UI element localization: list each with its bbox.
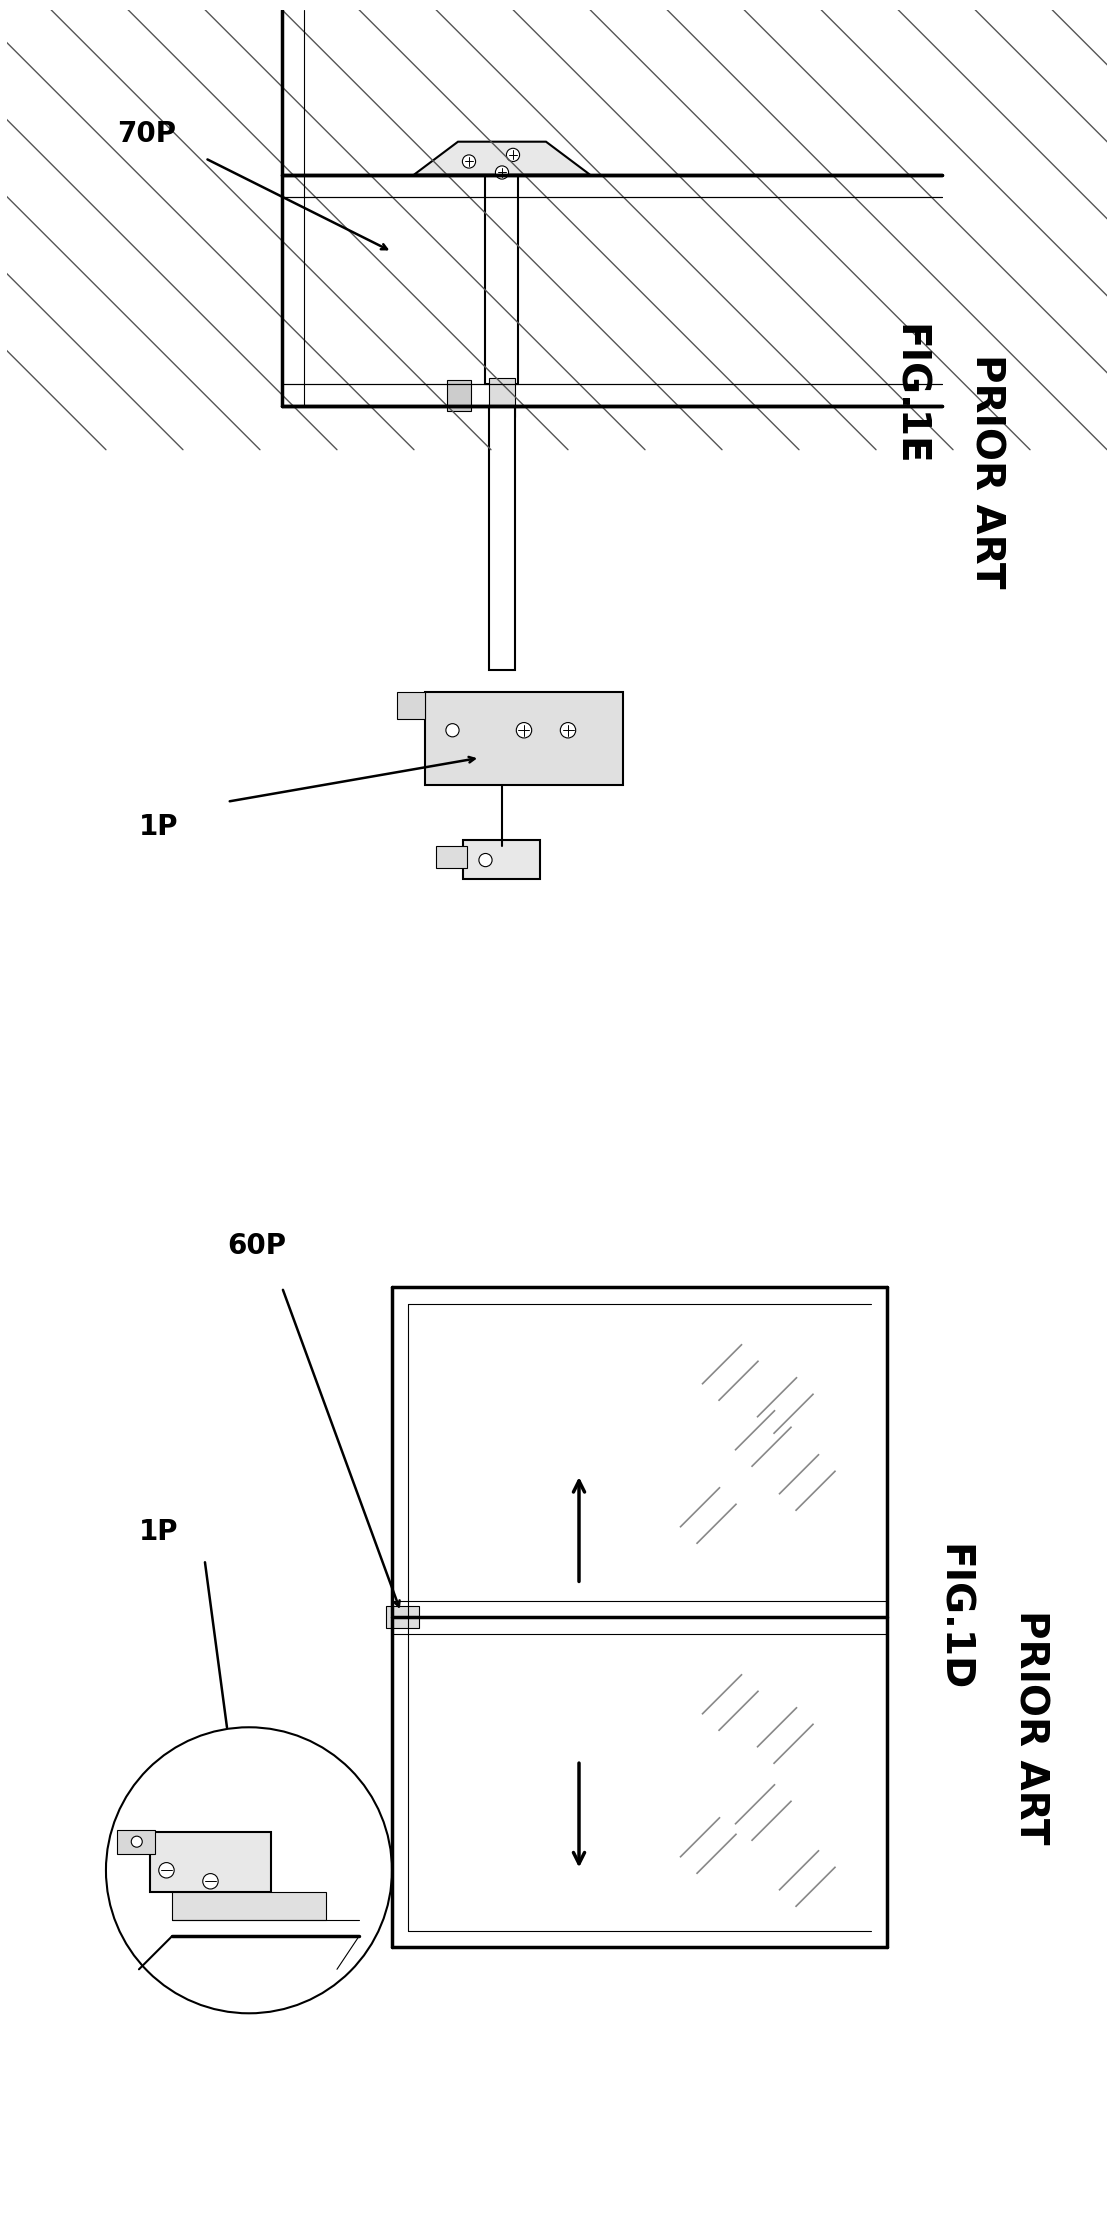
Circle shape — [560, 723, 576, 739]
Text: 60P: 60P — [227, 1232, 286, 1261]
Bar — [463, 839, 540, 879]
Bar — [282, 384, 942, 406]
Bar — [436, 846, 467, 868]
Circle shape — [203, 1873, 218, 1888]
Circle shape — [496, 165, 509, 179]
Text: PRIOR ART: PRIOR ART — [967, 355, 1005, 589]
Bar — [486, 174, 518, 384]
Circle shape — [446, 723, 459, 737]
Bar — [447, 379, 471, 411]
Circle shape — [462, 154, 476, 167]
Text: 70P: 70P — [117, 121, 176, 147]
Bar — [117, 1830, 156, 1855]
Bar — [150, 1832, 271, 1893]
Circle shape — [398, 1609, 413, 1625]
Circle shape — [516, 723, 531, 739]
Text: 1P: 1P — [139, 812, 178, 841]
Text: PRIOR ART: PRIOR ART — [1012, 1609, 1049, 1844]
Text: FIG.1D: FIG.1D — [934, 1545, 973, 1692]
Bar — [424, 692, 623, 786]
Bar — [489, 406, 515, 670]
Circle shape — [159, 1861, 174, 1877]
Text: FIG.1E: FIG.1E — [890, 324, 928, 466]
Bar — [282, 174, 942, 196]
Polygon shape — [414, 141, 590, 174]
Text: 1P: 1P — [139, 1518, 178, 1547]
Circle shape — [507, 147, 519, 161]
Circle shape — [131, 1837, 143, 1848]
Bar — [489, 377, 515, 417]
Bar — [387, 1607, 420, 1629]
Circle shape — [106, 1728, 392, 2013]
Circle shape — [479, 853, 492, 866]
Polygon shape — [398, 692, 424, 719]
Bar — [172, 1893, 326, 1920]
